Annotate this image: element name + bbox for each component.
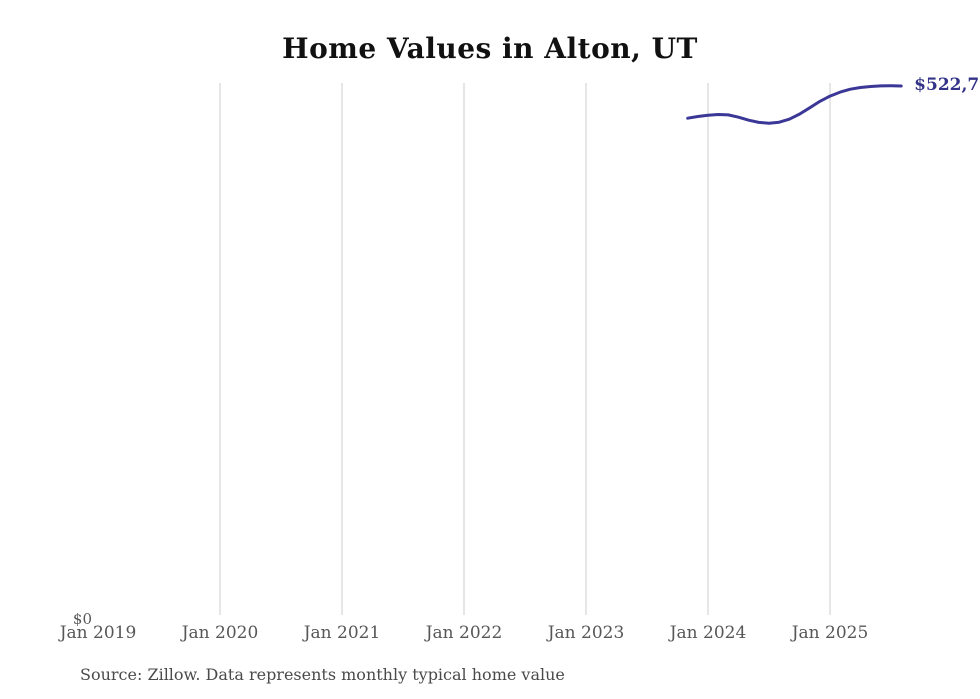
x-axis-label-jan-2021: Jan 2021	[303, 623, 381, 643]
x-axis-label-jan-2024: Jan 2024	[669, 623, 747, 643]
x-axis-label-jan-2025: Jan 2025	[791, 623, 869, 643]
chart-title: Home Values in Alton, UT	[282, 32, 698, 65]
y-axis-zero-label: $0	[72, 610, 92, 628]
end-value-label: $522,788	[914, 75, 980, 95]
home-value-line	[686, 84, 903, 125]
x-axis-label-jan-2022: Jan 2022	[425, 623, 503, 643]
x-axis-label-jan-2023: Jan 2023	[547, 623, 625, 643]
x-axis-label-jan-2020: Jan 2020	[181, 623, 259, 643]
x-axis-label-jan-2019: Jan 2019	[59, 623, 137, 643]
source-note: Source: Zillow. Data represents monthly …	[80, 665, 565, 684]
